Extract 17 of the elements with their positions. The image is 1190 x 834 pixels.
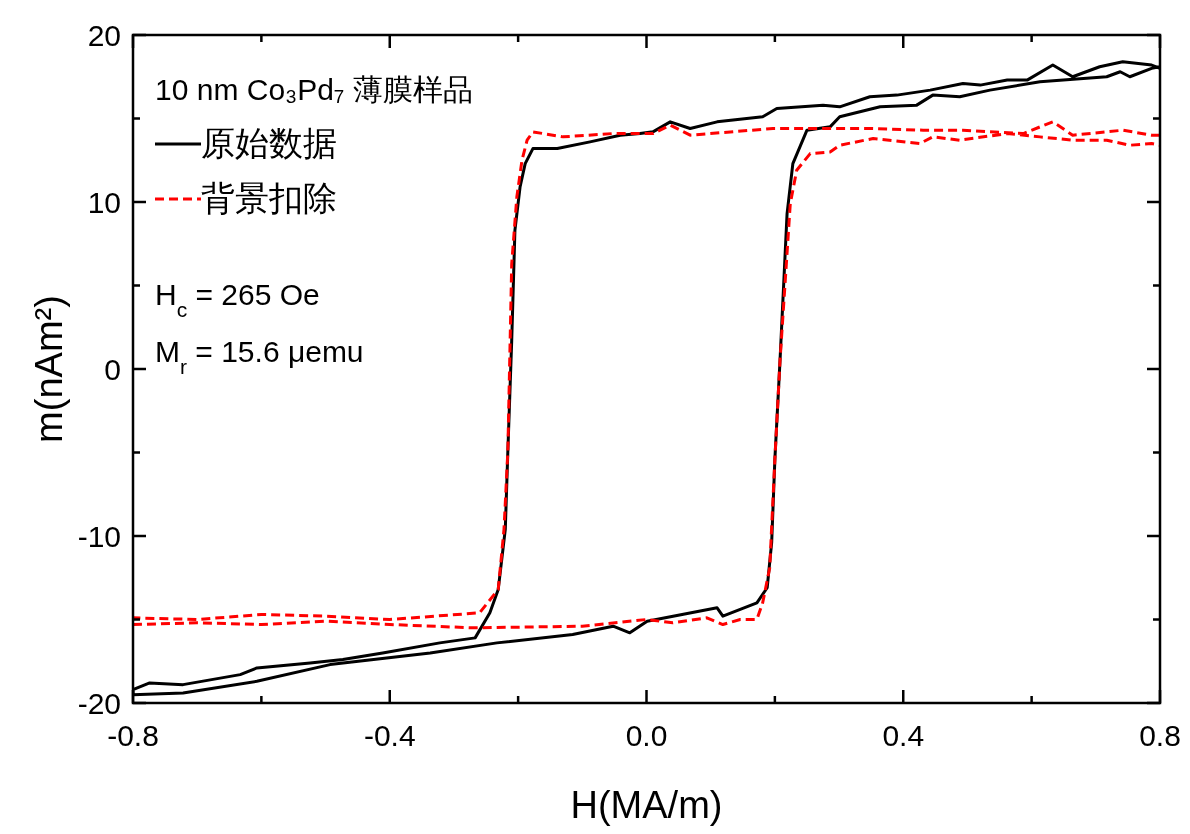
y-tick-label: 0 bbox=[104, 353, 121, 386]
x-tick-label: 0.8 bbox=[1139, 719, 1181, 752]
y-tick-label: -20 bbox=[77, 687, 121, 720]
annotation: H$_{c}$ = 265 Oe bbox=[155, 278, 320, 321]
x-tick-label: -0.8 bbox=[107, 719, 159, 752]
y-axis-title: m(nAm²) bbox=[28, 295, 70, 443]
legend-title: 10 nm Co₃Pd₇ 薄膜样品 bbox=[155, 73, 473, 106]
annotation: M$_{r}$ = 15.6 μemu bbox=[155, 335, 364, 378]
legend-label: 原始数据 bbox=[201, 124, 337, 162]
y-tick-label: -10 bbox=[77, 520, 121, 553]
x-axis-title: H(MA/m) bbox=[570, 784, 723, 826]
y-tick-label: 10 bbox=[87, 186, 121, 219]
x-tick-label: -0.4 bbox=[363, 719, 416, 752]
x-tick-label: 0.0 bbox=[625, 719, 668, 752]
y-tick-label: 20 bbox=[87, 19, 121, 52]
x-tick-label: 0.4 bbox=[882, 719, 925, 752]
legend-label: 背景扣除 bbox=[201, 179, 337, 217]
